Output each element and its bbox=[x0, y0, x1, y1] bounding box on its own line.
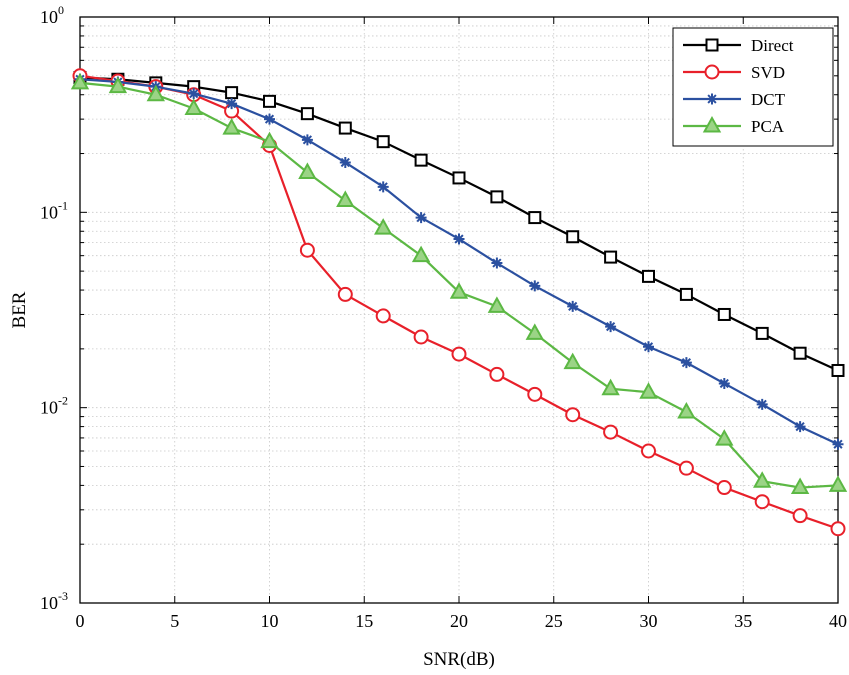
x-tick-label: 5 bbox=[170, 611, 179, 631]
data-point-svd bbox=[489, 366, 505, 382]
data-point-direct bbox=[414, 153, 428, 167]
data-point-direct bbox=[300, 107, 314, 121]
data-point-direct bbox=[604, 250, 618, 264]
data-point-pca bbox=[525, 323, 544, 340]
x-tick-label: 0 bbox=[76, 611, 85, 631]
data-point-dct bbox=[529, 280, 541, 292]
data-point-direct bbox=[263, 94, 276, 108]
series-pca bbox=[70, 72, 848, 495]
legend-marker-svd bbox=[704, 64, 720, 80]
x-tick-label: 35 bbox=[734, 611, 752, 631]
data-point-dct bbox=[453, 233, 465, 245]
y-axis-label: BER bbox=[9, 291, 30, 328]
data-point-svd bbox=[337, 286, 353, 302]
x-tick-label: 40 bbox=[829, 611, 847, 631]
data-point-svd bbox=[527, 386, 543, 402]
x-tick-label: 15 bbox=[355, 611, 373, 631]
data-point-direct bbox=[376, 135, 390, 149]
data-point-dct bbox=[188, 88, 200, 100]
data-point-pca bbox=[222, 118, 241, 135]
data-point-pca bbox=[715, 429, 734, 446]
data-point-svd bbox=[375, 308, 391, 324]
data-point-pca bbox=[70, 72, 90, 90]
x-tick-label: 10 bbox=[261, 611, 279, 631]
data-point-dct bbox=[339, 156, 351, 168]
legend-marker-direct bbox=[705, 38, 719, 52]
data-point-pca bbox=[449, 282, 469, 299]
data-point-dct bbox=[226, 98, 238, 110]
y-tick-label: 100 bbox=[40, 3, 64, 27]
data-point-direct bbox=[642, 269, 655, 283]
data-point-direct bbox=[338, 121, 352, 135]
data-point-svd bbox=[603, 424, 619, 440]
data-point-pca bbox=[298, 162, 317, 179]
legend-label-svd: SVD bbox=[751, 63, 785, 82]
x-tick-label: 25 bbox=[545, 611, 563, 631]
data-point-pca bbox=[374, 218, 393, 235]
data-point-svd bbox=[413, 329, 429, 345]
data-point-svd bbox=[565, 407, 581, 423]
data-point-direct bbox=[755, 326, 769, 340]
data-point-direct bbox=[831, 363, 845, 377]
data-point-svd bbox=[641, 443, 656, 459]
data-point-direct bbox=[452, 171, 466, 185]
legend-label-direct: Direct bbox=[751, 36, 794, 55]
data-point-dct bbox=[491, 257, 503, 269]
data-point-pca bbox=[677, 401, 696, 419]
data-point-direct bbox=[717, 307, 731, 321]
data-point-dct bbox=[680, 357, 692, 369]
data-point-dct bbox=[567, 300, 579, 312]
data-point-dct bbox=[718, 377, 730, 389]
data-point-direct bbox=[793, 346, 807, 360]
data-point-pca bbox=[260, 131, 279, 149]
data-point-pca bbox=[487, 296, 507, 313]
data-point-svd bbox=[792, 508, 808, 524]
data-point-pca bbox=[146, 84, 165, 102]
data-point-dct bbox=[794, 421, 806, 433]
data-point-direct bbox=[528, 211, 542, 225]
data-point-pca bbox=[790, 477, 810, 495]
data-point-dct bbox=[301, 134, 313, 146]
y-tick-label: 10-1 bbox=[40, 198, 68, 222]
data-point-direct bbox=[490, 190, 504, 204]
data-point-svd bbox=[754, 494, 770, 510]
y-tick-label: 10-2 bbox=[40, 394, 68, 418]
data-point-pca bbox=[184, 98, 203, 116]
data-point-dct bbox=[264, 113, 275, 125]
data-point-dct bbox=[832, 438, 844, 450]
data-point-svd bbox=[451, 346, 467, 362]
data-point-pca bbox=[828, 475, 848, 492]
data-point-svd bbox=[716, 480, 732, 496]
data-point-dct bbox=[643, 341, 654, 353]
data-point-dct bbox=[415, 212, 427, 224]
y-tick-label: 10-3 bbox=[40, 589, 68, 613]
data-point-svd bbox=[830, 521, 846, 537]
data-point-pca bbox=[108, 76, 128, 94]
legend-marker-pca bbox=[702, 115, 722, 133]
data-point-direct bbox=[566, 230, 580, 244]
legend: Direct SVD DCT PCA bbox=[672, 27, 834, 147]
legend-label-pca: PCA bbox=[751, 117, 785, 136]
data-point-dct bbox=[756, 398, 768, 410]
x-axis-label: SNR(dB) bbox=[423, 649, 495, 670]
data-point-pca bbox=[753, 471, 772, 488]
data-point-direct bbox=[225, 86, 239, 100]
data-point-pca bbox=[563, 352, 582, 370]
data-point-pca bbox=[336, 190, 355, 207]
data-point-pca bbox=[639, 382, 658, 399]
data-point-pca bbox=[411, 245, 431, 263]
legend-marker-dct bbox=[706, 93, 718, 105]
data-point-dct bbox=[377, 181, 389, 193]
data-point-direct bbox=[679, 287, 693, 301]
data-point-pca bbox=[601, 378, 620, 396]
data-point-svd bbox=[299, 242, 315, 258]
x-tick-label: 30 bbox=[640, 611, 658, 631]
data-point-dct bbox=[605, 321, 617, 333]
data-point-svd bbox=[678, 460, 694, 476]
legend-label-dct: DCT bbox=[751, 90, 786, 109]
x-tick-label: 20 bbox=[450, 611, 468, 631]
